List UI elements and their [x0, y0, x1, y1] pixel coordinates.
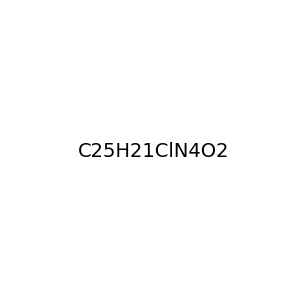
Text: C25H21ClN4O2: C25H21ClN4O2 [78, 142, 230, 161]
